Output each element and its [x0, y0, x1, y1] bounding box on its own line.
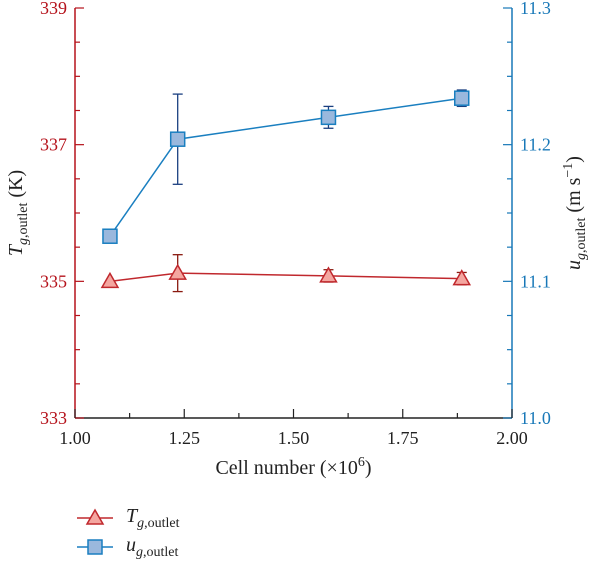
- x-tick-label: 1.25: [169, 428, 201, 448]
- data-point-velocity: [169, 131, 186, 147]
- series-layer: [100, 89, 472, 293]
- x-tick-label: 1.00: [59, 428, 91, 448]
- data-point-temperature: [452, 269, 472, 286]
- series-line-velocity: [109, 97, 462, 237]
- series-line-temperature: [109, 272, 462, 283]
- data-point-velocity: [102, 228, 118, 244]
- right-axis-label: ug,outlet (m s−1): [561, 156, 589, 270]
- right-tick-label: 11.3: [520, 0, 551, 18]
- left-tick-label: 333: [40, 408, 67, 428]
- legend-label-temperature: Tg,outlet: [126, 505, 180, 531]
- x-tick-label: 1.50: [278, 428, 310, 448]
- x-ticks: 1.00 1.25 1.50 1.75 2.00: [59, 409, 528, 448]
- left-tick-label: 335: [40, 271, 67, 291]
- legend: Tg,outlet ug,outlet: [77, 505, 180, 560]
- data-point-velocity: [453, 90, 470, 106]
- right-ticks: 11.0 11.1 11.2 11.3: [503, 0, 551, 428]
- x-tick-label: 1.75: [387, 428, 419, 448]
- data-point-temperature: [319, 266, 338, 283]
- legend-label-velocity: ug,outlet: [126, 534, 178, 560]
- x-axis-label: Cell number (×106): [215, 455, 371, 479]
- right-tick-label: 11.2: [520, 135, 551, 155]
- legend-marker-triangle: [85, 508, 105, 525]
- left-ticks: 333 335 337 339: [40, 0, 84, 428]
- data-point-temperature: [168, 263, 187, 280]
- left-tick-label: 339: [40, 0, 67, 18]
- left-tick-label: 337: [40, 135, 67, 155]
- data-point-velocity: [320, 109, 337, 126]
- left-axis-label: Tg,outlet (K): [5, 170, 31, 256]
- data-point-temperature: [100, 271, 120, 289]
- legend-marker-square: [87, 539, 103, 555]
- x-tick-label: 2.00: [496, 428, 528, 448]
- right-tick-label: 11.1: [520, 271, 551, 291]
- right-tick-label: 11.0: [520, 408, 551, 428]
